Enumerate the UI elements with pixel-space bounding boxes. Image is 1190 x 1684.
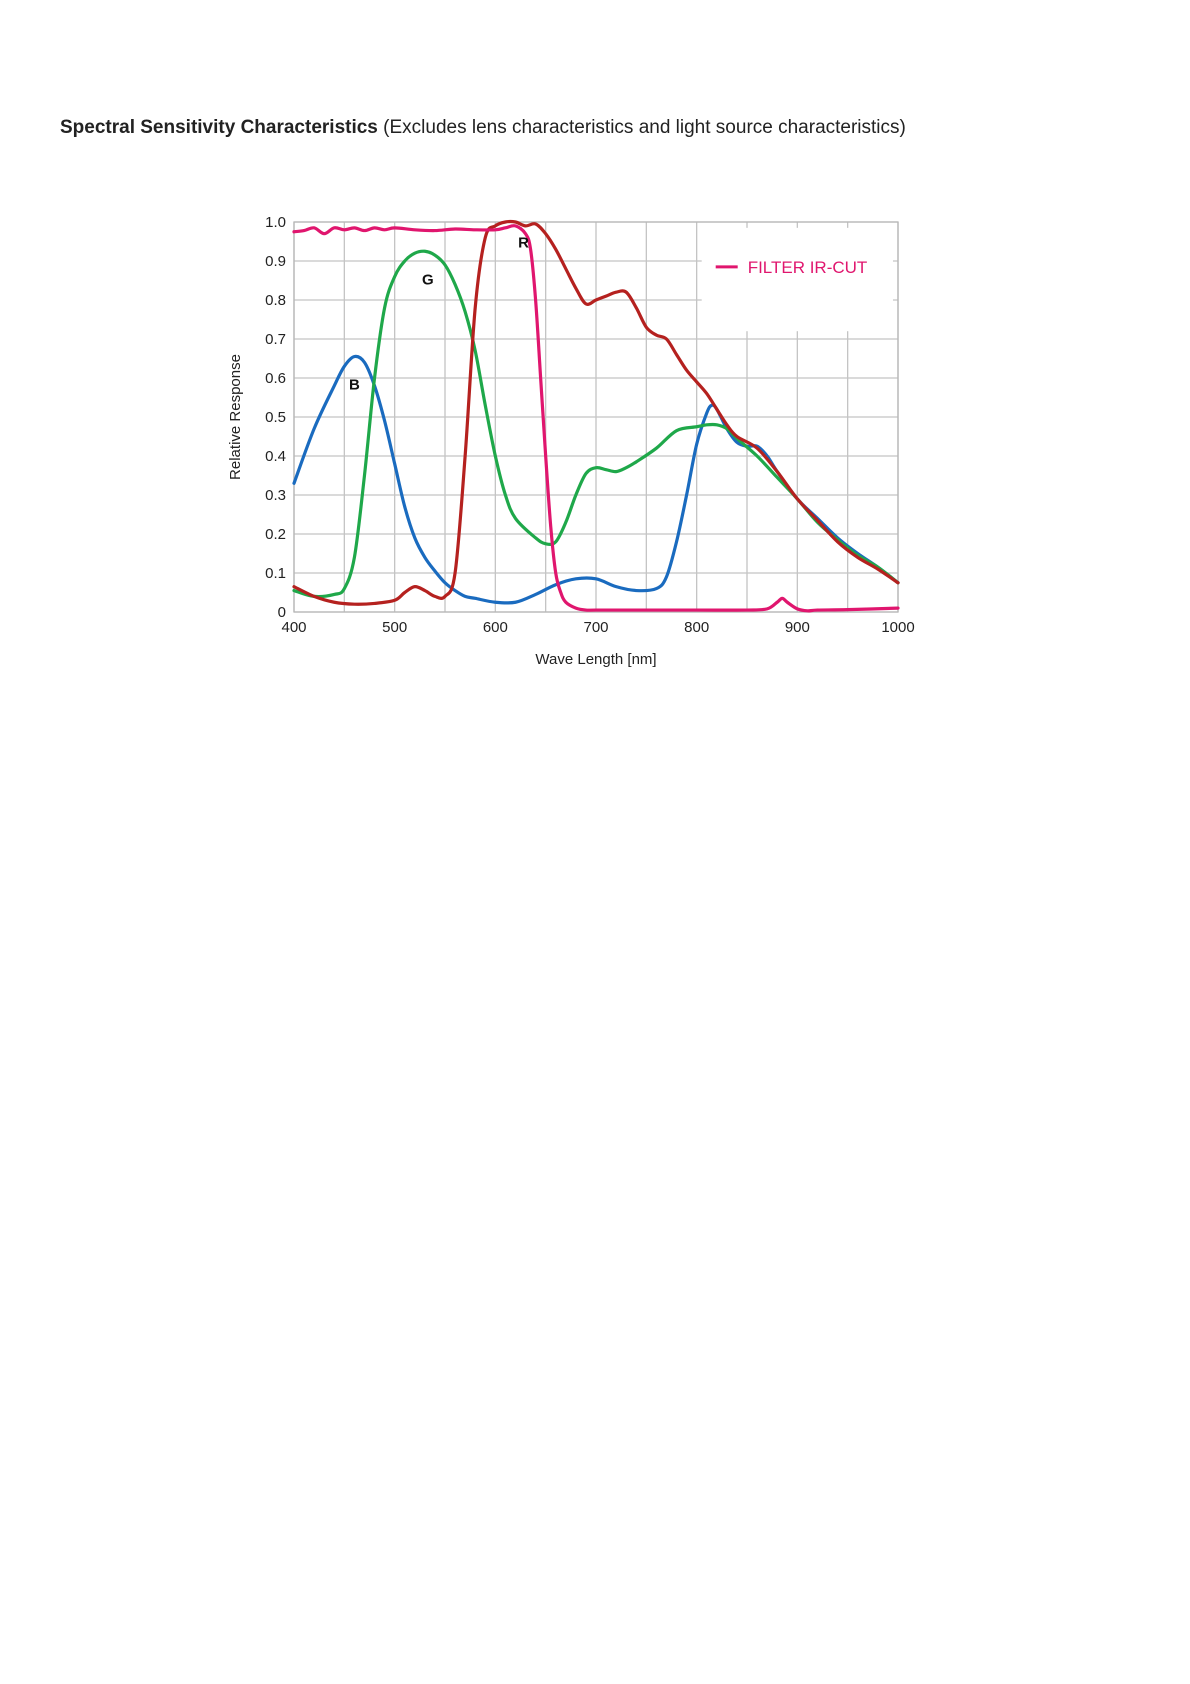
- curve-label-r: R: [518, 234, 529, 251]
- curve-label-b: B: [349, 377, 360, 394]
- spectral-sensitivity-chart: 400 500 600 700 800 900 1000 0 0.1 0.2 0.3 0.4 0.5 0.…: [227, 214, 915, 668]
- plot-frame: [293, 221, 899, 613]
- legend-label: FILTER IR-CUT: [748, 258, 868, 277]
- y-tick-label: 0.1: [265, 565, 286, 582]
- y-tick-label: 0.7: [265, 331, 286, 348]
- x-tick-label: 700: [583, 619, 608, 636]
- x-axis-label: Wave Length [nm]: [535, 651, 656, 668]
- document-title-note: (Excludes lens characteristics and light…: [383, 117, 906, 138]
- document-title-bold: Spectral Sensitivity Characteristics: [60, 117, 378, 138]
- legend-box: [701, 227, 893, 332]
- x-tick-label: 400: [281, 619, 306, 636]
- annotation-layer: B G R: [349, 234, 529, 393]
- x-tick-label: 800: [684, 619, 709, 636]
- y-axis-label: Relative Response: [227, 354, 244, 480]
- document-title: Spectral Sensitivity Characteristics (Ex…: [60, 117, 906, 139]
- x-tick-label: 900: [785, 619, 810, 636]
- y-tick-label: 0.2: [265, 526, 286, 543]
- x-tick-label: 600: [483, 619, 508, 636]
- y-tick-label: 0.9: [265, 253, 286, 270]
- series-line-filter-ir-cut: [292, 224, 900, 613]
- y-tick-label: 0.8: [265, 292, 286, 309]
- y-tick-label: 0.3: [265, 487, 286, 504]
- y-tick-label: 0.6: [265, 370, 286, 387]
- y-tick-label: 0.5: [265, 409, 286, 426]
- series-layer: [292, 219, 900, 613]
- y-tick-label: 0: [278, 604, 286, 621]
- legend: FILTER IR-CUT: [701, 227, 893, 332]
- series-line-r: [292, 219, 900, 606]
- x-tick-label: 500: [382, 619, 407, 636]
- axis-layer: 400 500 600 700 800 900 1000 0 0.1 0.2 0.3 0.4 0.5 0.…: [227, 214, 915, 668]
- y-tick-label: 0.4: [265, 448, 286, 465]
- y-tick-label: 1.0: [265, 214, 286, 231]
- x-tick-label: 1000: [881, 619, 914, 636]
- curve-label-g: G: [422, 271, 434, 288]
- series-line-b: [292, 354, 900, 605]
